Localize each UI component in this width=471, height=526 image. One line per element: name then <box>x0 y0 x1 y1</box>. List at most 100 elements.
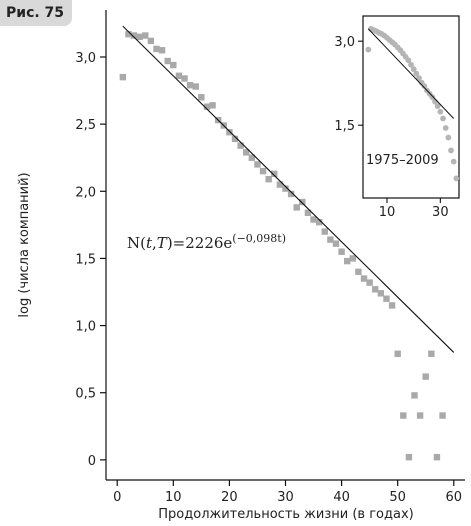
inset-chart: 1,5 3,0 10 30 1975–2009 <box>334 15 460 220</box>
inset-data-point <box>440 115 446 122</box>
data-point <box>315 218 323 226</box>
data-point <box>136 33 143 41</box>
formula-t: t <box>146 234 153 252</box>
data-point <box>164 57 171 65</box>
formula-n: N( <box>127 234 146 252</box>
x-tick-label: 20 <box>221 490 238 505</box>
fit-formula: N(t,T)=2226e(−0,098t) <box>127 232 286 252</box>
data-point <box>304 209 312 216</box>
inset-x-ticks: 10 30 <box>379 198 449 220</box>
fit-line <box>122 25 455 353</box>
y-tick-label: 2,0 <box>75 185 96 200</box>
data-point <box>405 453 413 461</box>
data-point <box>248 154 256 161</box>
data-point <box>203 103 211 110</box>
data-point <box>192 83 199 90</box>
y-tick-label: 2,5 <box>75 118 96 133</box>
data-point <box>130 32 138 39</box>
data-point <box>119 73 127 81</box>
data-point <box>186 82 194 89</box>
data-point <box>282 185 289 192</box>
y-tick-label: 3,0 <box>75 51 96 66</box>
data-point <box>383 295 390 302</box>
data-point <box>416 412 424 419</box>
x-tick-label: 10 <box>165 490 182 505</box>
y-tick-label: 0,5 <box>75 387 96 402</box>
x-tick-label: 0 <box>113 490 121 505</box>
data-point <box>299 198 306 206</box>
data-point <box>142 32 149 39</box>
y-tick-label: 1,5 <box>75 252 96 267</box>
y-tick-label: 0 <box>88 454 96 469</box>
x-tick-label: 60 <box>446 490 463 505</box>
data-point <box>254 161 261 168</box>
data-point <box>321 228 328 235</box>
data-point <box>175 72 183 79</box>
data-point <box>433 453 441 461</box>
data-point <box>355 268 362 276</box>
data-point <box>237 142 244 149</box>
data-point <box>287 190 295 198</box>
inset-data-point <box>416 75 422 82</box>
main-axes: 0 0,5 1,0 1,5 2,0 2,5 3,0 0 10 20 30 40 50 60 <box>75 10 465 505</box>
inset-y-tick-label: 1,5 <box>334 119 355 134</box>
inset-x-tick-label: 10 <box>379 205 396 220</box>
x-tick-label: 50 <box>389 490 406 505</box>
inset-data-point <box>437 108 444 115</box>
inset-fit-line <box>367 28 455 119</box>
data-point <box>147 37 155 45</box>
data-point <box>226 129 233 136</box>
data-point <box>338 248 345 255</box>
data-point <box>181 75 188 82</box>
inset-data-point <box>429 94 436 101</box>
figure-label: Рис. 75 <box>0 0 72 26</box>
inset-data-point <box>421 83 428 89</box>
data-point <box>366 279 373 286</box>
inset-data-point <box>442 125 449 131</box>
data-point <box>310 216 317 223</box>
main-scatter-points <box>119 30 446 461</box>
data-point <box>231 135 239 143</box>
inset-data-point <box>453 175 460 182</box>
x-ticks: 0 10 20 30 40 50 60 <box>113 480 462 505</box>
data-point <box>344 257 351 265</box>
data-point <box>271 170 278 178</box>
inset-y-tick-label: 3,0 <box>334 35 355 50</box>
data-point <box>372 286 379 293</box>
data-point <box>265 176 272 183</box>
data-point <box>411 392 418 399</box>
data-point <box>198 94 205 101</box>
data-point <box>428 350 435 357</box>
formula-mid: )=2226e <box>167 234 233 252</box>
inset-y-ticks: 1,5 3,0 <box>334 35 363 134</box>
inset-frame <box>362 15 460 199</box>
data-point <box>422 373 429 380</box>
inset-data-point <box>448 147 454 154</box>
data-point <box>360 275 368 282</box>
formula-comma: , <box>152 234 157 252</box>
data-point <box>276 181 284 188</box>
inset-data-point <box>413 70 420 77</box>
data-point <box>377 290 385 297</box>
data-point <box>327 236 334 243</box>
inset-data-point <box>450 158 457 165</box>
formula-T: T <box>157 234 168 252</box>
data-point <box>243 149 250 156</box>
data-point <box>332 240 340 247</box>
inset-data-point <box>434 103 441 110</box>
data-point <box>349 255 357 262</box>
inset-data-point <box>410 66 417 73</box>
y-ticks: 0 0,5 1,0 1,5 2,0 2,5 3,0 <box>75 51 106 469</box>
inset-period-label: 1975–2009 <box>366 153 439 168</box>
x-tick-label: 40 <box>333 490 350 505</box>
data-point <box>170 61 177 69</box>
data-point <box>125 30 132 38</box>
x-axis-label: Продолжительность жизни (в годах) <box>158 507 413 522</box>
data-point <box>259 167 267 175</box>
data-point <box>209 102 216 109</box>
inset-data-point <box>408 61 414 68</box>
data-point <box>388 302 396 309</box>
data-point <box>293 204 300 211</box>
data-point <box>400 412 407 419</box>
